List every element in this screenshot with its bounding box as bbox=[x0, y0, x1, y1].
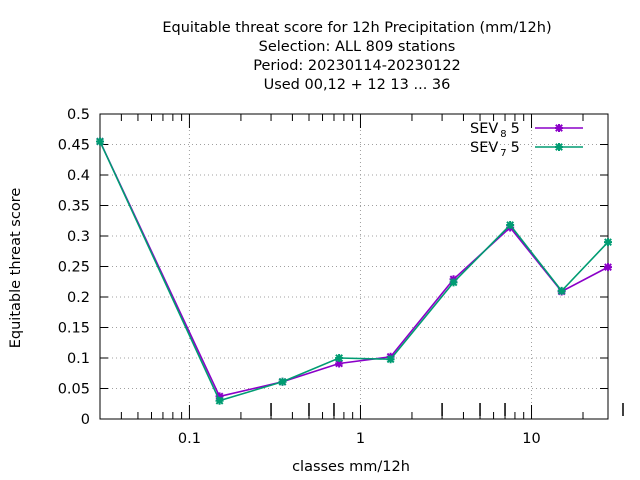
data-point bbox=[215, 396, 224, 405]
y-tick-label: 0.5 bbox=[67, 107, 90, 123]
y-tick-label: 0.3 bbox=[67, 229, 90, 245]
chart-title: Equitable threat score for 12h Precipita… bbox=[162, 20, 551, 93]
axis-ticks: 0 0.05 0.1 0.15 0.2 0.25 0.3 0.35 0.4 0.45 0.5 0.1 1… bbox=[58, 107, 624, 447]
data-point bbox=[215, 392, 224, 401]
legend-label: SEV 8 5 bbox=[470, 121, 520, 140]
y-tick-label: 0.45 bbox=[58, 138, 90, 154]
grid bbox=[100, 114, 608, 419]
legend-marker bbox=[555, 124, 563, 132]
chart-title-line-4: Used 00,12 + 12 13 ... 36 bbox=[264, 77, 451, 93]
y-tick-label: 0 bbox=[81, 412, 90, 428]
data-point bbox=[386, 355, 395, 364]
x-tick-label: 0.1 bbox=[178, 431, 201, 447]
legend-entry-1: SEV 8 5 bbox=[470, 121, 583, 140]
data-point bbox=[604, 238, 612, 247]
data-point bbox=[604, 263, 612, 272]
y-tick-label: 0.1 bbox=[67, 351, 90, 367]
chart-title-line-2: Selection: ALL 809 stations bbox=[259, 39, 456, 55]
data-point bbox=[506, 221, 515, 230]
legend-label: SEV 7 5 bbox=[470, 140, 520, 159]
y-tick-label: 0.05 bbox=[58, 382, 90, 398]
legend-marker bbox=[555, 143, 563, 151]
data-point bbox=[557, 286, 566, 295]
y-tick-label: 0.2 bbox=[67, 290, 90, 306]
data-point bbox=[278, 377, 287, 386]
x-tick-label: 1 bbox=[356, 431, 365, 447]
series-1 bbox=[96, 137, 612, 401]
y-tick-label: 0.25 bbox=[58, 260, 90, 276]
data-point bbox=[449, 278, 458, 287]
data-point bbox=[335, 359, 344, 368]
x-tick-label: 10 bbox=[522, 431, 540, 447]
series-2 bbox=[96, 137, 612, 405]
x-axis-label: classes mm/12h bbox=[292, 459, 410, 475]
y-axis-label: Equitable threat score bbox=[8, 188, 24, 349]
legend-entry-2: SEV 7 5 bbox=[470, 140, 583, 159]
y-tick-label: 0.15 bbox=[58, 321, 90, 337]
series-layer bbox=[96, 137, 612, 405]
y-tick-label: 0.35 bbox=[58, 199, 90, 215]
data-point bbox=[335, 354, 344, 362]
data-point bbox=[96, 137, 104, 146]
y-tick-label: 0.4 bbox=[67, 168, 90, 184]
chart-title-line-3: Period: 20230114-20230122 bbox=[253, 58, 461, 74]
chart-title-line-1: Equitable threat score for 12h Precipita… bbox=[162, 20, 551, 36]
